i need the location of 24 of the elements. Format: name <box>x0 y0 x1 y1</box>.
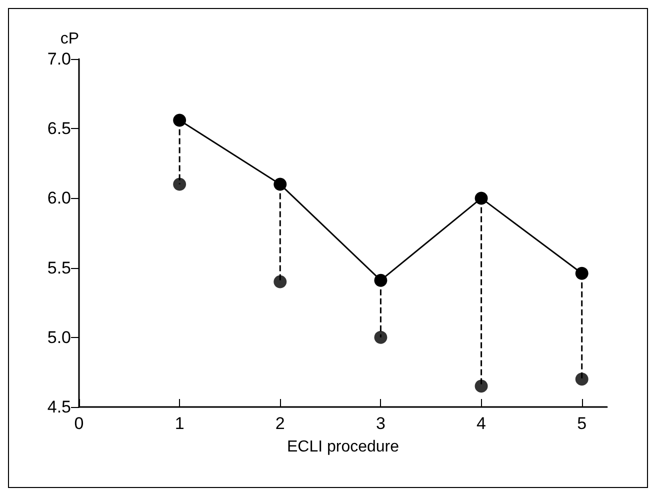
point <box>575 372 588 386</box>
x-tick-label: 5 <box>577 414 587 433</box>
x-tick-label: 1 <box>174 414 184 433</box>
y-axis-title: cP <box>60 30 79 48</box>
point <box>474 380 488 393</box>
y-tick-label: 6.0 <box>47 188 71 208</box>
point <box>173 114 186 127</box>
y-tick-label: 6.5 <box>47 119 71 138</box>
point <box>274 275 287 288</box>
y-tick-label: 7.0 <box>47 50 71 68</box>
point <box>575 266 588 280</box>
point <box>474 192 488 205</box>
x-axis-title: ECLI procedure <box>286 438 400 456</box>
point <box>374 330 388 344</box>
x-tick-label: 4 <box>476 414 486 433</box>
x-tick-label: 0 <box>74 414 84 433</box>
y-tick-label: 5.0 <box>47 328 71 347</box>
y-tick-label: 5.5 <box>47 258 71 278</box>
point <box>274 178 287 191</box>
y-tick-label: 4.5 <box>47 398 71 416</box>
x-tick-label: 2 <box>275 414 285 433</box>
point <box>374 274 388 287</box>
point <box>173 178 186 191</box>
x-tick-label: 3 <box>376 414 386 433</box>
